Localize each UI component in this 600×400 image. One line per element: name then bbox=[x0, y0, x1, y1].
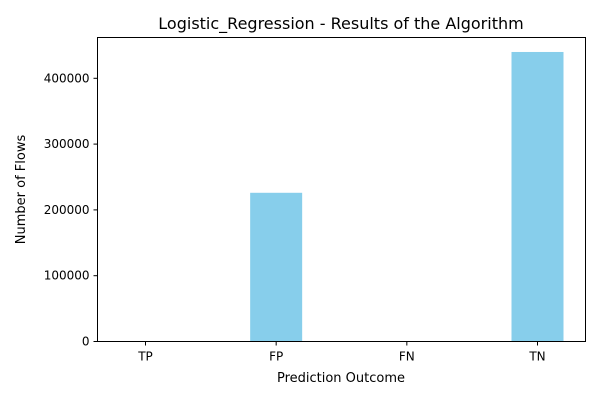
y-tick-label: 200000 bbox=[44, 203, 90, 217]
y-tick-label: 100000 bbox=[44, 269, 90, 283]
bar-fp bbox=[250, 192, 303, 342]
y-tick-label: 0 bbox=[82, 335, 90, 349]
y-axis-label: Number of Flows bbox=[14, 135, 29, 245]
y-tick-label: 400000 bbox=[44, 71, 90, 85]
x-tick-label-tn: TN bbox=[528, 350, 545, 364]
plot-frame bbox=[97, 37, 586, 342]
y-tick-label: 300000 bbox=[44, 137, 90, 151]
x-tick-label-tp: TP bbox=[137, 350, 153, 364]
y-ticks-group: 0 100000 200000 300000 400000 bbox=[44, 71, 98, 349]
x-tick-label-fp: FP bbox=[269, 350, 283, 364]
bar-tn bbox=[511, 51, 564, 342]
chart-title: Logistic_Regression - Results of the Alg… bbox=[158, 14, 523, 34]
bars-group bbox=[250, 51, 564, 342]
x-ticks-group: TP FP FN TN bbox=[137, 341, 546, 364]
x-tick-label-fn: FN bbox=[399, 350, 415, 364]
x-axis-label: Prediction Outcome bbox=[277, 371, 405, 386]
